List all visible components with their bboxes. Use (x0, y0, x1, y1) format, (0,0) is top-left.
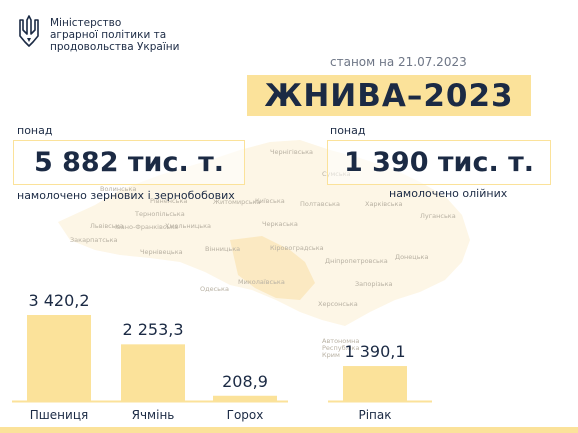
map-label: Херсонська (318, 300, 358, 308)
map-label: Одеська (200, 285, 229, 293)
page-title: ЖНИВА–2023 (264, 77, 514, 114)
ministry-line-1: Міністерство (50, 17, 122, 29)
ministry-line-3: продовольства України (50, 41, 180, 53)
category-label: Ріпак (358, 408, 392, 422)
grains-caption: намолочено зернових і зернобобових (17, 189, 235, 202)
ukraine-map-south-shape (230, 236, 315, 300)
map-label: Харківська (365, 200, 403, 208)
map-label: Житомирська (213, 198, 261, 206)
map-label: Автономна Республіка Крим (322, 337, 360, 359)
map-label: Закарпатська (70, 236, 118, 244)
map-label: Вінницька (205, 245, 241, 253)
date-line: станом на 21.07.2023 (330, 55, 467, 69)
oilseeds-caption: намолочено олійних (389, 187, 508, 200)
title-banner: ЖНИВА–2023 (247, 75, 531, 116)
bar (27, 315, 91, 401)
map-label: Донецька (395, 253, 429, 261)
oilseeds-prefix: понад (330, 124, 366, 137)
map-label: Чернівецька (140, 248, 183, 256)
map-label: Тернопільська (135, 210, 185, 218)
bar-value-label: 2 253,3 (122, 320, 184, 340)
oilseeds-total-box: 1 390 тис. т. (327, 140, 551, 185)
category-label: Ячмінь (131, 408, 175, 422)
map-label: Київська (255, 197, 285, 205)
map-label: Миколаївська (238, 278, 285, 286)
trident-icon (19, 15, 39, 47)
map-label: Волинська (100, 185, 137, 193)
category-label: Горох (226, 408, 264, 422)
bar (213, 395, 277, 401)
map-label: Чернігівська (270, 148, 314, 156)
map-label: Кіровоградська (270, 244, 324, 252)
map-label: Запорізька (355, 280, 393, 288)
map-label: Черкаська (262, 220, 298, 228)
ministry-line-2: аграрної політики та (50, 29, 167, 41)
oilseeds-total-value: 1 390 тис. т. (343, 147, 535, 178)
bar-value-label: 208,9 (222, 371, 268, 391)
map-label: Львівська (90, 222, 124, 230)
ministry-name: Міністерство аграрної політики та продов… (50, 17, 179, 53)
map-label: Рівненська (150, 197, 188, 205)
grains-total-value: 5 882 тис. т. (33, 147, 225, 178)
bar-value-label: 1 390,1 (344, 342, 406, 362)
bar (121, 344, 185, 401)
map-label: Івано-Франківська (115, 223, 179, 231)
category-label: Пшениця (29, 408, 89, 422)
map-label: Полтавська (300, 200, 340, 208)
ukraine-map-shape (58, 140, 470, 326)
bar-value-label: 3 420,2 (28, 291, 90, 310)
grains-prefix: понад (17, 124, 53, 137)
map-label: Хмельницька (165, 222, 211, 230)
map-label: Дніпропетровська (325, 257, 388, 265)
map-label: Луганська (420, 212, 456, 220)
bar (343, 366, 407, 401)
bottom-accent-strip (0, 427, 578, 433)
grains-total-box: 5 882 тис. т. (13, 140, 245, 185)
